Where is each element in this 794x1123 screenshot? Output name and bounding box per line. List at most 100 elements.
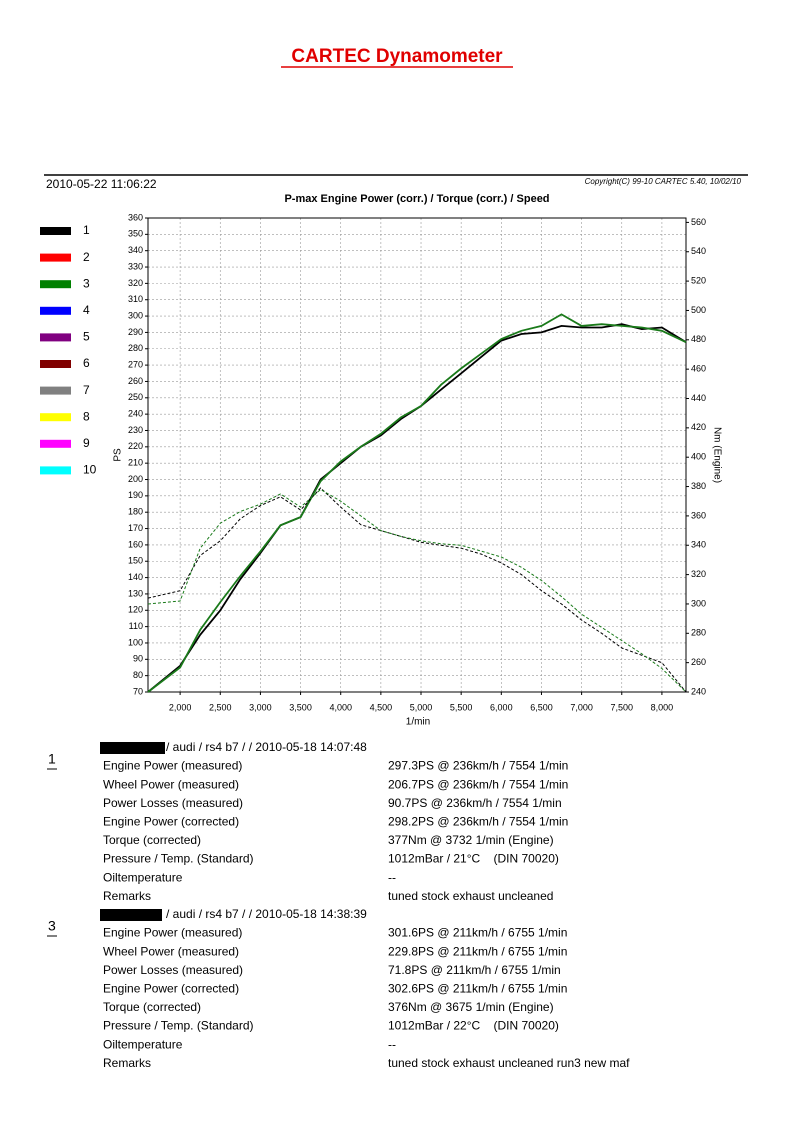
y-tick-label: 250 [128,392,143,402]
run-number: 3 [48,918,56,934]
x-tick-label: 8,000 [651,702,674,712]
y-tick-label: 280 [128,343,143,353]
row-value: tuned stock exhaust uncleaned [388,889,553,903]
legend-label: 4 [83,303,90,317]
legend-label: 9 [83,436,90,450]
row-value: 297.3PS @ 236km/h / 7554 1/min [388,759,568,773]
x-tick-label: 2,500 [209,702,232,712]
series-line [147,323,687,693]
x-tick-label: 5,500 [450,702,473,712]
row-label: Power Losses (measured) [103,796,243,810]
x-tick-label: 4,500 [370,702,393,712]
y2-tick-label: 260 [691,657,706,667]
y2-tick-label: 400 [691,452,706,462]
row-value: tuned stock exhaust uncleaned run3 new m… [388,1056,630,1070]
run-header: / audi / rs4 b7 / / 2010-05-18 14:07:48 [166,740,367,754]
row-value: 206.7PS @ 236km/h / 7554 1/min [388,777,568,791]
legend-swatch [40,333,71,342]
y-tick-label: 240 [128,409,143,419]
y-tick-label: 150 [128,556,143,566]
y-tick-label: 140 [128,572,143,582]
legend-swatch [40,280,71,289]
row-label: Oiltemperature [103,1037,183,1051]
row-label: Pressure / Temp. (Standard) [103,852,254,866]
x-tick-label: 3,000 [249,702,272,712]
y2-tick-label: 440 [691,393,706,403]
y2-tick-label: 300 [691,598,706,608]
y-tick-label: 350 [128,229,143,239]
y-tick-label: 100 [128,637,143,647]
y2-tick-label: 460 [691,364,706,374]
y-tick-label: 220 [128,441,143,451]
y2-tick-label: 280 [691,628,706,638]
row-label: Remarks [103,889,151,903]
x-tick-label: 6,000 [490,702,513,712]
row-label: Oiltemperature [103,870,183,884]
chart-title: P-max Engine Power (corr.) / Torque (cor… [284,193,549,205]
y2-tick-label: 520 [691,275,706,285]
legend-label: 10 [83,463,97,477]
y-tick-label: 170 [128,523,143,533]
x-axis-label: 1/min [406,717,430,728]
y-tick-label: 260 [128,376,143,386]
x-tick-label: 3,500 [289,702,312,712]
row-value: 301.6PS @ 211km/h / 6755 1/min [388,926,567,940]
y-tick-label: 230 [128,425,143,435]
legend-label: 8 [83,409,90,423]
row-label: Wheel Power (measured) [103,777,239,791]
series-line [147,487,687,693]
run-header: / audi / rs4 b7 / / 2010-05-18 14:38:39 [166,907,367,921]
series-line [147,488,687,693]
y-tick-label: 120 [128,605,143,615]
date: 2010-05-22 11:06:22 [46,177,157,191]
row-label: Engine Power (corrected) [103,981,239,995]
y-tick-label: 200 [128,474,143,484]
row-label: Engine Power (measured) [103,759,242,773]
legend-label: 5 [83,330,90,344]
row-label: Torque (corrected) [103,1000,201,1014]
x-tick-label: 7,500 [610,702,633,712]
x-tick-label: 6,500 [530,702,553,712]
y-tick-label: 90 [133,654,143,664]
x-tick-label: 4,000 [329,702,352,712]
legend-label: 2 [83,250,90,264]
y-tick-label: 160 [128,539,143,549]
row-value: 376Nm @ 3675 1/min (Engine) [388,1000,554,1014]
y2-tick-label: 360 [691,510,706,520]
y2-tick-label: 540 [691,246,706,256]
run-number: 1 [48,751,56,767]
y2-tick-label: 320 [691,569,706,579]
x-tick-label: 7,000 [570,702,593,712]
y-tick-label: 320 [128,278,143,288]
y2-tick-label: 340 [691,540,706,550]
y-tick-label: 330 [128,261,143,271]
legend-swatch [40,253,71,262]
x-tick-label: 2,000 [169,702,192,712]
redaction [100,909,162,921]
legend-label: 1 [83,223,90,237]
x-tick-label: 5,000 [410,702,433,712]
row-label: Remarks [103,1056,151,1070]
row-label: Pressure / Temp. (Standard) [103,1019,254,1033]
row-value: -- [388,870,396,884]
row-label: Power Losses (measured) [103,963,243,977]
legend-label: 3 [83,276,90,290]
legend-swatch [40,386,71,395]
legend-swatch [40,227,71,235]
row-value: 298.2PS @ 236km/h / 7554 1/min [388,814,568,828]
legend-swatch [40,413,71,422]
series-line [147,313,687,693]
y-tick-label: 340 [128,245,143,255]
y2-tick-label: 560 [691,217,706,227]
y-tick-label: 270 [128,359,143,369]
plot-frame [147,217,687,693]
row-label: Wheel Power (measured) [103,944,239,958]
y2-tick-label: 380 [691,481,706,491]
row-value: 1012mBar / 22°C (DIN 70020) [388,1019,559,1033]
row-value: 229.8PS @ 211km/h / 6755 1/min [388,944,567,958]
y-tick-label: 210 [128,458,143,468]
y-tick-label: 180 [128,507,143,517]
legend-swatch [40,360,71,368]
row-value: -- [388,1037,396,1051]
